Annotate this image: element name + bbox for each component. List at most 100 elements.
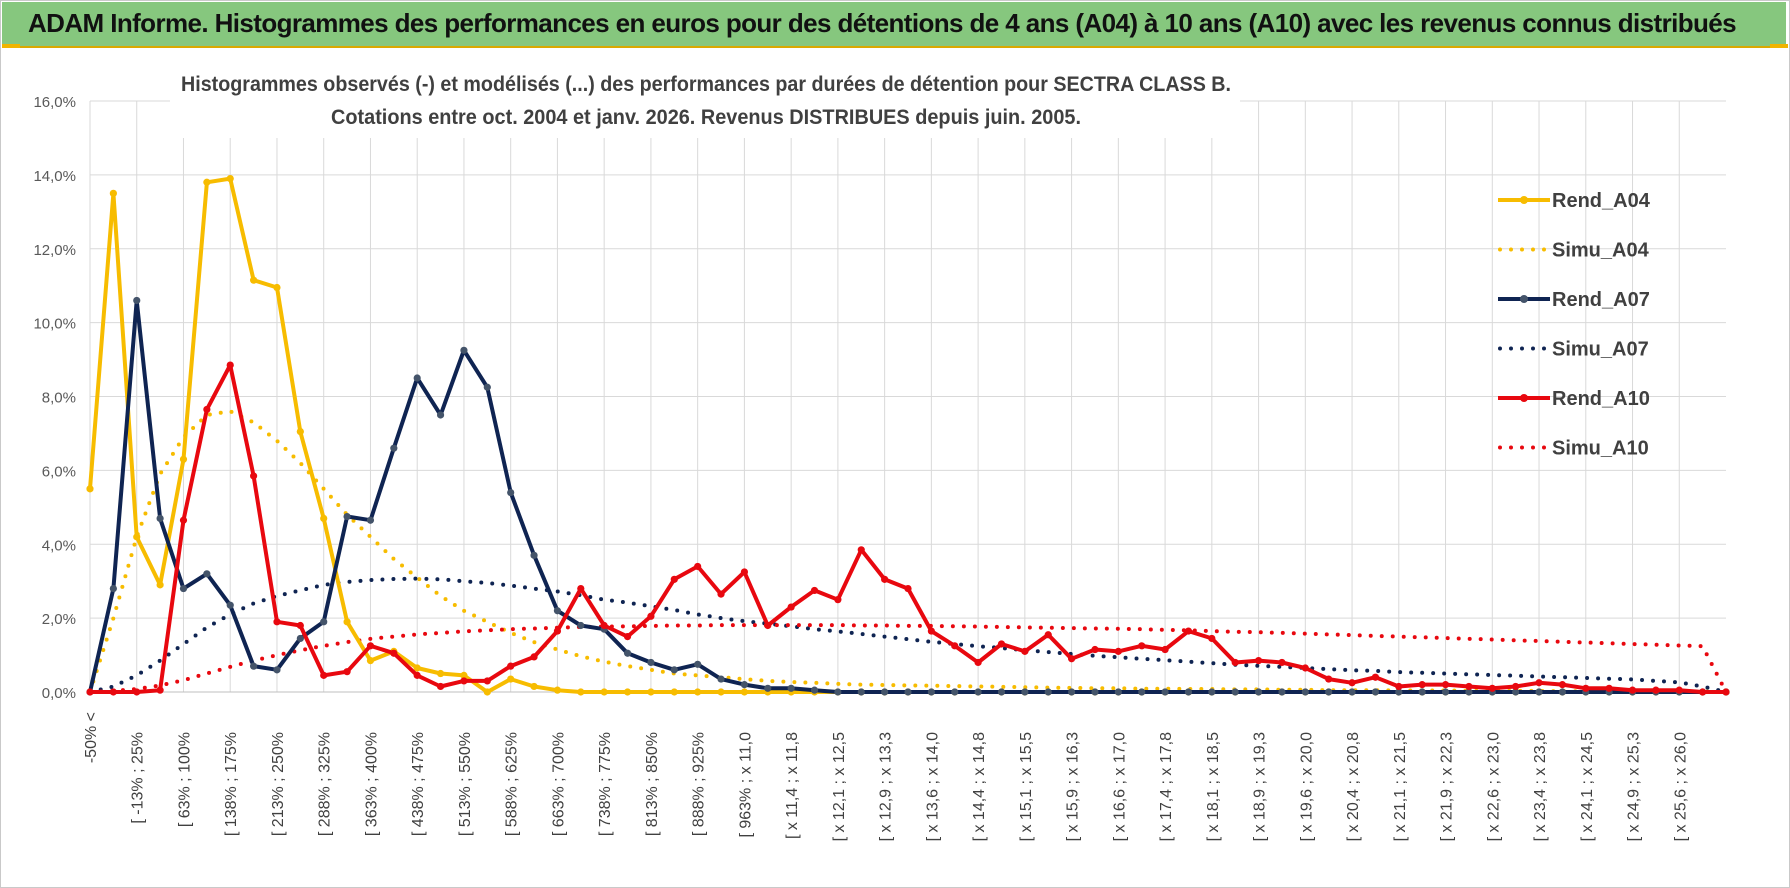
legend-label-simu-a10: Simu_A10 <box>1552 438 1649 460</box>
banner-title: ADAM Informe. Histogrammes des performan… <box>28 8 1737 38</box>
x-tick-label: [ 363% ; 400% <box>363 732 380 836</box>
point-rend-a04 <box>436 669 445 678</box>
point-rend-a04 <box>413 664 421 672</box>
point-rend-a07 <box>951 688 959 696</box>
x-tick-label: [ 63% ; 100% <box>176 732 193 827</box>
point-rend-a04 <box>86 485 94 493</box>
series-line-rend-a04 <box>88 176 1726 694</box>
x-tick-label: [ x 11,4 ; x 11,8 <box>784 732 801 839</box>
point-rend-a04 <box>226 174 234 183</box>
point-rend-a07 <box>1021 688 1029 696</box>
point-rend-a07 <box>694 660 702 668</box>
point-rend-a10 <box>250 472 258 480</box>
point-rend-a04 <box>600 688 608 696</box>
point-rend-a07 <box>1161 688 1169 696</box>
point-rend-a10 <box>1021 647 1029 655</box>
point-rend-a07 <box>179 584 188 593</box>
point-rend-a07 <box>1114 688 1122 696</box>
point-rend-a10 <box>343 668 351 676</box>
point-rend-a07 <box>1184 688 1193 696</box>
point-rend-a10 <box>226 361 234 369</box>
point-rend-a07 <box>1535 688 1543 696</box>
legend: Rend_A04 Simu_A04 Rend_A07 Simu_A07 Rend_A10… <box>1498 190 1651 460</box>
x-tick-label: [ x 25,6 ; x 26,0 <box>1672 732 1689 842</box>
point-rend-a07 <box>1231 688 1239 696</box>
x-tick-label: [ x 12,1 ; x 12,5 <box>831 732 848 842</box>
point-rend-a07 <box>1091 688 1099 696</box>
point-rend-a10 <box>600 621 608 630</box>
y-tick-label: 10,0% <box>33 316 76 333</box>
series-line-simu-a07 <box>88 576 1728 694</box>
point-rend-a07 <box>834 688 842 696</box>
point-rend-a07 <box>764 684 772 692</box>
point-rend-a04 <box>133 533 141 541</box>
legend-marker-rend-a04 <box>1520 196 1528 204</box>
x-tick-label: [ x 24,1 ; x 24,5 <box>1579 732 1596 842</box>
point-rend-a07 <box>156 514 164 522</box>
x-tick-label: [ x 19,6 ; x 20,0 <box>1298 732 1315 842</box>
point-rend-a04 <box>320 514 328 522</box>
point-rend-a07 <box>997 688 1006 696</box>
point-rend-a07 <box>1138 688 1146 696</box>
x-tick-label: [ x 21,1 ; x 21,5 <box>1392 732 1409 842</box>
x-tick-label: [ x 16,6 ; x 17,0 <box>1111 732 1128 842</box>
point-rend-a10 <box>1044 631 1052 639</box>
point-rend-a07 <box>1278 688 1286 696</box>
point-rend-a10 <box>296 621 304 630</box>
point-rend-a07 <box>507 488 515 497</box>
point-rend-a04 <box>203 178 211 186</box>
x-tick-label: [ x 15,9 ; x 16,3 <box>1065 732 1082 842</box>
point-rend-a04 <box>343 618 351 626</box>
point-rend-a07 <box>904 688 912 696</box>
point-rend-a07 <box>740 681 749 689</box>
point-rend-a07 <box>390 444 398 452</box>
point-rend-a07 <box>1558 688 1566 696</box>
point-rend-a07 <box>366 516 375 524</box>
point-rend-a10 <box>1114 647 1122 655</box>
y-axis: 0,0% 2,0% 4,0% 6,0% 8,0% 10,0% 12,0% 14,0% 16,0% <box>33 94 76 702</box>
point-rend-a07 <box>1465 688 1473 696</box>
point-rend-a10 <box>904 584 912 593</box>
point-rend-a10 <box>179 516 188 524</box>
point-rend-a10 <box>1231 658 1239 667</box>
series <box>86 174 1730 696</box>
point-rend-a10 <box>1418 681 1426 689</box>
point-rend-a10 <box>1348 679 1356 687</box>
point-rend-a07 <box>413 374 421 382</box>
x-tick-label: [ 288% ; 325% <box>317 732 334 836</box>
point-rend-a04 <box>507 675 515 683</box>
legend-label-simu-a07: Simu_A07 <box>1552 339 1649 361</box>
x-tick-label: [ x 12,9 ; x 13,3 <box>878 732 895 842</box>
point-rend-a04 <box>273 283 281 292</box>
chart-titles: Histogrammes observés (-) et modélisés (… <box>170 62 1240 138</box>
point-rend-a07 <box>1348 688 1356 696</box>
point-rend-a10 <box>1184 627 1193 635</box>
legend-label-rend-a04: Rend_A04 <box>1552 190 1651 212</box>
point-rend-a04 <box>670 688 678 696</box>
point-rend-a04 <box>740 688 749 696</box>
point-rend-a10 <box>577 584 585 593</box>
x-axis: -50% < [ -13% ; 25% [ 63% ; 100% [ 138% ; 1… <box>83 712 1689 841</box>
point-rend-a04 <box>483 688 491 696</box>
gridlines <box>89 100 1726 693</box>
point-rend-a10 <box>1605 684 1613 692</box>
series-line-rend-a07 <box>88 298 1726 694</box>
point-rend-a10 <box>1582 684 1590 692</box>
point-rend-a10 <box>1371 673 1380 681</box>
y-tick-label: 2,0% <box>42 611 76 628</box>
point-rend-a10 <box>1722 688 1730 696</box>
point-rend-a07 <box>1208 688 1216 696</box>
point-rend-a10 <box>881 575 889 583</box>
point-rend-a07 <box>343 512 351 521</box>
point-rend-a07 <box>250 662 258 670</box>
point-rend-a10 <box>1091 645 1099 654</box>
point-rend-a07 <box>133 296 141 305</box>
point-rend-a10 <box>413 671 421 679</box>
point-rend-a10 <box>1675 686 1683 694</box>
x-tick-label: [ x 21,9 ; x 22,3 <box>1439 732 1456 842</box>
point-rend-a10 <box>86 688 94 696</box>
x-tick-label: [ x 15,1 ; x 15,5 <box>1018 732 1035 842</box>
legend-marker-rend-a10 <box>1520 394 1528 402</box>
point-rend-a04 <box>109 189 117 197</box>
point-rend-a07 <box>1301 688 1309 696</box>
